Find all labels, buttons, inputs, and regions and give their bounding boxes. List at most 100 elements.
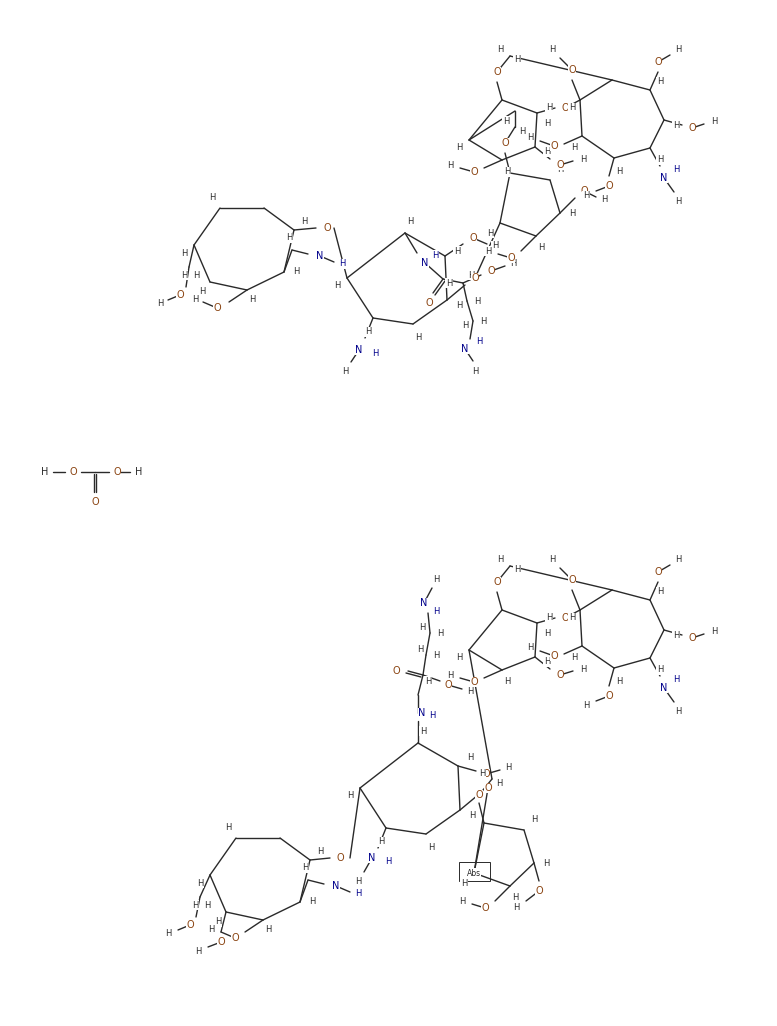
Text: O: O (481, 903, 489, 913)
Text: H: H (519, 126, 525, 135)
Text: O: O (323, 223, 331, 233)
Text: O: O (483, 770, 490, 779)
Text: H: H (472, 366, 478, 376)
Text: H: H (456, 301, 462, 310)
Text: H: H (447, 160, 453, 169)
Text: H: H (657, 78, 664, 86)
Text: H: H (513, 903, 519, 911)
Text: H: H (545, 614, 552, 623)
Text: H: H (601, 196, 607, 204)
Text: H: H (355, 890, 361, 899)
Text: H: H (549, 45, 556, 54)
Text: O: O (470, 677, 478, 687)
Text: H: H (673, 165, 679, 174)
Text: H: H (514, 55, 520, 65)
Text: H: H (544, 148, 550, 157)
Text: H: H (195, 947, 201, 956)
Text: O: O (507, 253, 515, 263)
Text: O: O (561, 103, 569, 113)
Text: O: O (550, 141, 558, 151)
Text: H: H (308, 898, 315, 907)
Text: O: O (550, 652, 558, 661)
Text: H: H (538, 243, 544, 252)
Text: O: O (444, 680, 451, 690)
Text: H: H (497, 555, 503, 564)
Text: H: H (485, 246, 491, 255)
Text: H: H (657, 588, 664, 596)
Text: O: O (688, 633, 696, 643)
Text: H: H (657, 666, 664, 674)
Text: H: H (580, 665, 586, 673)
Text: O: O (535, 886, 543, 896)
Text: H: H (583, 192, 589, 200)
Text: H: H (544, 118, 550, 127)
Text: H: H (301, 864, 308, 872)
Text: H: H (415, 333, 421, 343)
Text: H: H (557, 165, 563, 174)
Text: H: H (458, 897, 465, 906)
Text: H: H (334, 281, 340, 290)
Text: O: O (425, 298, 433, 308)
Text: H: H (474, 297, 480, 306)
Text: O: O (476, 790, 483, 800)
Text: H: H (293, 268, 299, 276)
Text: H: H (456, 144, 462, 153)
Text: O: O (580, 186, 588, 196)
Text: H: H (673, 675, 679, 684)
Text: H: H (569, 614, 575, 623)
Text: O: O (471, 273, 479, 283)
Text: N: N (462, 344, 469, 354)
Text: H: H (461, 878, 467, 887)
Text: H: H (249, 295, 255, 305)
Text: H: H (569, 208, 575, 218)
Text: H: H (265, 925, 271, 935)
Text: O: O (654, 567, 662, 577)
Text: H: H (492, 241, 498, 250)
Text: H: H (469, 811, 476, 820)
Text: H: H (165, 929, 171, 938)
Text: H: H (571, 654, 577, 663)
Text: H: H (711, 628, 717, 636)
Text: H: H (657, 156, 664, 164)
Text: Abs: Abs (467, 868, 481, 877)
Text: N: N (421, 258, 429, 268)
Text: O: O (470, 167, 478, 177)
Text: O: O (91, 497, 99, 507)
Text: H: H (432, 250, 438, 260)
Text: H: H (514, 565, 520, 575)
Text: H: H (197, 878, 204, 887)
Text: H: H (425, 676, 431, 685)
Text: H: H (531, 816, 537, 825)
Text: H: H (462, 320, 469, 329)
Text: H: H (571, 144, 577, 153)
Text: H: H (544, 658, 550, 667)
Text: H: H (510, 259, 516, 268)
Text: O: O (688, 123, 696, 133)
Text: O: O (568, 575, 576, 585)
Text: H: H (378, 837, 384, 846)
Text: H: H (480, 316, 486, 325)
Text: H: H (339, 260, 345, 269)
Text: O: O (493, 577, 501, 587)
Text: H: H (454, 246, 460, 255)
Text: O: O (568, 65, 576, 75)
Text: O: O (605, 690, 613, 701)
Text: H: H (317, 847, 323, 857)
Text: H: H (467, 686, 473, 696)
Text: O: O (392, 666, 400, 676)
Text: H: H (41, 467, 49, 477)
Text: H: H (580, 155, 586, 163)
Text: H: H (420, 726, 427, 736)
Text: O: O (493, 67, 501, 77)
Text: H: H (192, 901, 198, 909)
Text: N: N (420, 598, 427, 608)
Text: H: H (214, 917, 221, 926)
Text: H: H (347, 791, 354, 800)
Text: H: H (456, 301, 462, 310)
Text: H: H (286, 234, 292, 242)
Text: H: H (673, 120, 679, 129)
Text: H: H (365, 327, 371, 337)
Text: H: H (569, 104, 575, 113)
Text: H: H (496, 779, 502, 788)
Text: N: N (316, 251, 324, 261)
